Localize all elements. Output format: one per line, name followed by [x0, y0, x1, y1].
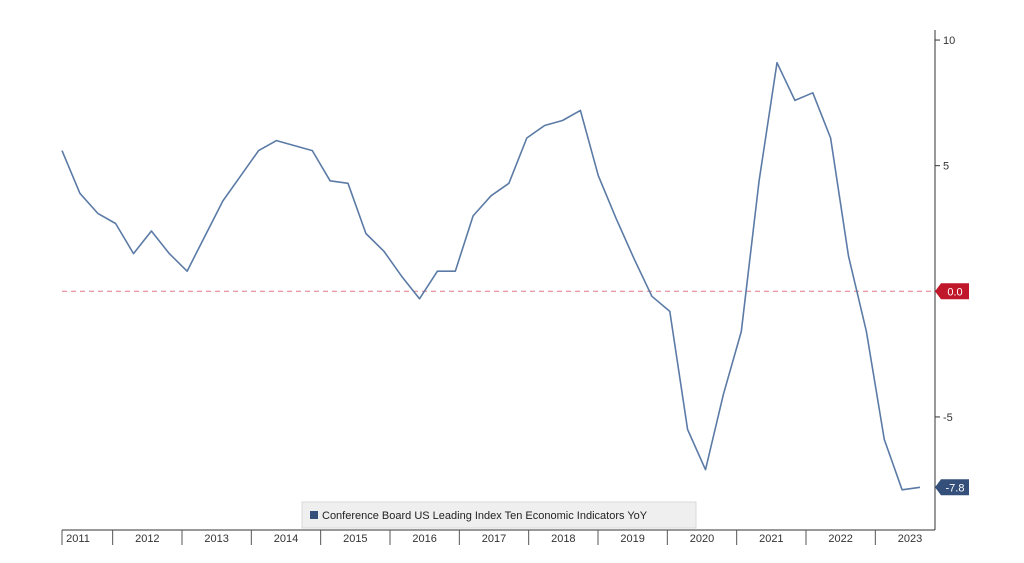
x-tick-label: 2019: [620, 533, 644, 545]
x-tick-label: 2023: [898, 533, 922, 545]
x-tick-label: 2020: [690, 533, 714, 545]
x-tick-label: 2013: [204, 533, 228, 545]
x-tick-label: 2012: [135, 533, 159, 545]
zero-value-tag: 0.0: [935, 283, 969, 300]
x-tick-label: 2015: [343, 533, 367, 545]
y-tick-label: 10: [943, 35, 955, 47]
last-value-tag: -7.8: [935, 479, 969, 496]
x-tick-label: 2011: [66, 533, 90, 545]
x-axis-ticks: 2011 2012 2013 2014 2015 2016 2017 2018 2019 2020…: [61, 530, 922, 545]
series-line: [61, 61, 921, 491]
x-tick-label: 2021: [759, 533, 783, 545]
last-value-tag-shape: [935, 479, 969, 496]
legend: Conference Board US Leading Index Ten Ec…: [301, 501, 697, 529]
zero-value-tag-shape: [935, 283, 969, 300]
x-tick-label: 2018: [551, 533, 575, 545]
y-tick-label: -5: [943, 412, 953, 424]
series-layer: [61, 61, 921, 491]
x-tick-label: 2022: [828, 533, 852, 545]
legend-box: [301, 501, 697, 529]
last-value-tag-text: -7.8: [946, 482, 965, 494]
x-tick-label: 2014: [274, 533, 298, 545]
x-tick-label: 2017: [482, 533, 506, 545]
zero-value-tag-text: 0.0: [947, 286, 962, 298]
axis-value-tags: 0.0 -7.8: [935, 283, 969, 496]
legend-swatch: [310, 511, 318, 519]
x-tick-label: 2016: [412, 533, 436, 545]
legend-label: Conference Board US Leading Index Ten Ec…: [322, 510, 648, 522]
y-axis-ticks: 10 5 -5: [935, 35, 955, 424]
y-tick-label: 5: [943, 161, 949, 173]
